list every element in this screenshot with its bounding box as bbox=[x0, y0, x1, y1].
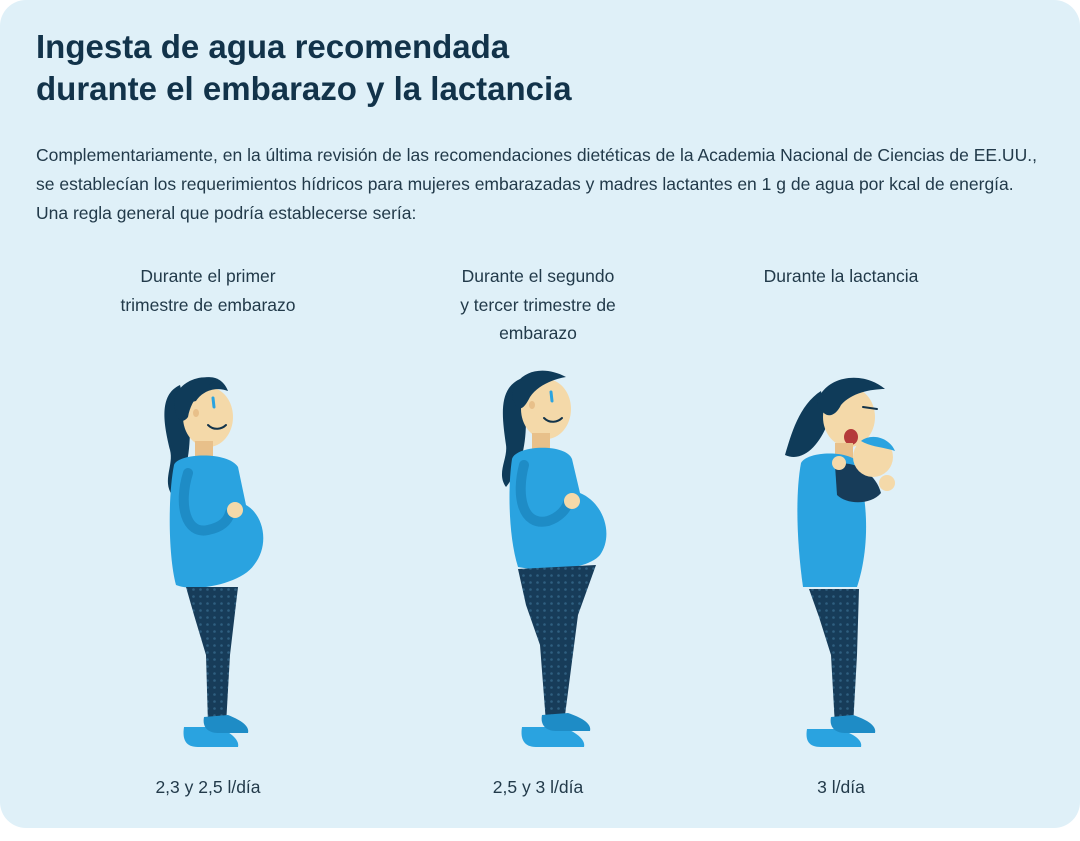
pregnant-woman-first-trimester-illustration bbox=[164, 377, 264, 747]
water-intake-value: 2,5 y 3 l/día bbox=[492, 777, 584, 797]
stage-label-line: Durante el segundo bbox=[461, 266, 615, 286]
water-intake-value: 3 l/día bbox=[817, 777, 865, 797]
stage-label-line: Durante el primer bbox=[140, 266, 276, 286]
title-line-1: Ingesta de agua recomendada bbox=[36, 28, 510, 65]
intro-paragraph: Complementariamente, en la última revisi… bbox=[36, 145, 1037, 223]
stage-label-line: embarazo bbox=[499, 323, 577, 343]
stage-label: Durante el primer trimestre de embarazo bbox=[78, 262, 338, 319]
mother-holding-baby-illustration bbox=[785, 377, 895, 747]
title-line-2: durante el embarazo y la lactancia bbox=[36, 70, 572, 107]
page-title: Ingesta de agua recomendada durante el e… bbox=[36, 26, 936, 110]
stage-label-line: Durante la lactancia bbox=[763, 266, 919, 286]
stage-label: Durante el segundo y tercer trimestre de… bbox=[408, 262, 668, 348]
stage-label: Durante la lactancia bbox=[711, 262, 971, 291]
pregnant-woman-late-trimester-illustration bbox=[501, 370, 607, 747]
water-intake-value: 2,3 y 2,5 l/día bbox=[155, 777, 261, 797]
stage-label-line: y tercer trimestre de bbox=[460, 294, 616, 315]
stage-label-line: trimestre de embarazo bbox=[120, 294, 296, 315]
